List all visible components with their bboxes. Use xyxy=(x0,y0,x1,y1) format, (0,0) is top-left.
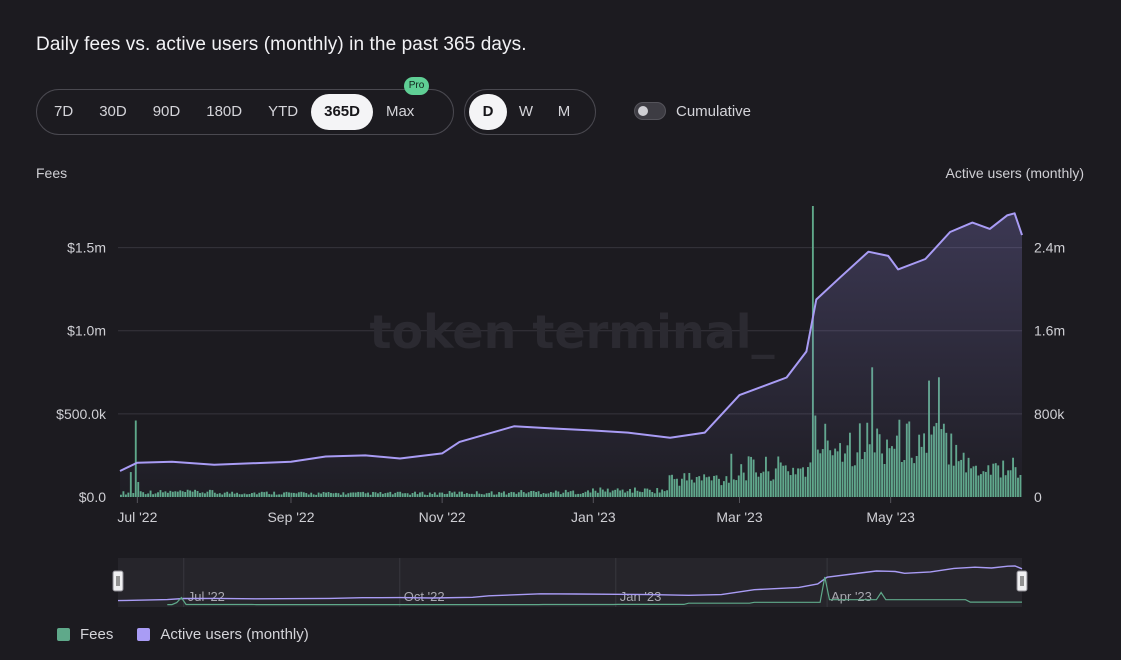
legend-swatch xyxy=(57,628,70,641)
navigator-tick-label: Oct '22 xyxy=(404,589,445,604)
x-tick-label: Nov '22 xyxy=(419,509,466,525)
navigator-users-line xyxy=(117,565,1023,602)
fees-bar[interactable] xyxy=(134,420,137,497)
range-navigator[interactable]: Jul '22 Oct '22 Jan '23 Apr '23 xyxy=(0,555,1121,615)
legend-label: Fees xyxy=(80,626,114,643)
navigator-tick-label: Jul '22 xyxy=(188,589,225,604)
legend-swatch xyxy=(137,628,151,641)
active-users-line[interactable] xyxy=(119,212,1023,472)
page-title: Daily fees vs. active users (monthly) in… xyxy=(36,34,527,55)
y-right-tick-label: 800k xyxy=(1034,406,1065,422)
range-button-30d[interactable]: 30D xyxy=(99,103,127,120)
y-left-tick-label: $1.5m xyxy=(67,240,106,256)
granularity-button-w[interactable]: W xyxy=(518,103,534,120)
toggle-knob xyxy=(638,106,648,116)
navigator-fees-line xyxy=(167,576,1022,606)
navigator-tick-label: Jan '23 xyxy=(620,589,662,604)
x-tick-label: Sep '22 xyxy=(267,509,314,525)
x-tick-label: Mar '23 xyxy=(716,509,762,525)
navigator-handle-right[interactable] xyxy=(1016,570,1028,592)
chart-legend: Fees Active users (monthly) xyxy=(57,626,323,643)
main-chart[interactable]: $0.0 $500.0k $1.0m $1.5m 0 800k 1.6m 2.4m token … xyxy=(0,0,1121,540)
y-right-tick-label: 1.6m xyxy=(1034,323,1065,339)
cumulative-toggle[interactable]: Cumulative xyxy=(634,102,751,120)
range-button-7d[interactable]: 7D xyxy=(54,103,74,120)
x-tick-label: Jan '23 xyxy=(571,509,616,525)
legend-item-fees[interactable]: Fees xyxy=(57,626,113,643)
active-users-area xyxy=(120,213,1022,498)
y-left-tick-label: $1.0m xyxy=(67,323,106,339)
legend-item-active-users-monthly[interactable]: Active users (monthly) xyxy=(137,626,309,643)
time-range-selector: 7D 30D 90D 180D YTD 365D Max Pro xyxy=(36,77,454,135)
watermark: token terminal_ xyxy=(369,305,774,359)
x-tick-label: May '23 xyxy=(866,509,915,525)
granularity-button-m[interactable]: M xyxy=(557,103,571,120)
y-axis-left-title: Fees xyxy=(36,165,68,181)
y-right-tick-label: 0 xyxy=(1034,489,1042,505)
cumulative-label: Cumulative xyxy=(676,102,752,120)
y-left-tick-label: $0.0 xyxy=(79,489,106,505)
y-right-tick-label: 2.4m xyxy=(1034,240,1065,256)
legend-label: Active users (monthly) xyxy=(160,626,309,643)
y-left-tick-label: $500.0k xyxy=(56,406,107,422)
granularity-button-d[interactable]: D xyxy=(469,94,507,130)
navigator-handle-left[interactable] xyxy=(112,570,124,592)
x-tick-label: Jul '22 xyxy=(117,509,157,525)
y-axis-right-title: Active users (monthly) xyxy=(945,165,1084,181)
pro-badge: Pro xyxy=(403,77,430,95)
range-button-180d[interactable]: 180D xyxy=(206,103,243,120)
range-button-365d[interactable]: 365D xyxy=(311,94,373,130)
toggle-switch[interactable] xyxy=(634,102,666,120)
range-button-ytd[interactable]: YTD xyxy=(268,103,299,120)
range-button-max[interactable]: Max Pro xyxy=(373,77,430,130)
range-button-90d[interactable]: 90D xyxy=(152,103,181,120)
navigator-tick-label: Apr '23 xyxy=(831,589,872,604)
